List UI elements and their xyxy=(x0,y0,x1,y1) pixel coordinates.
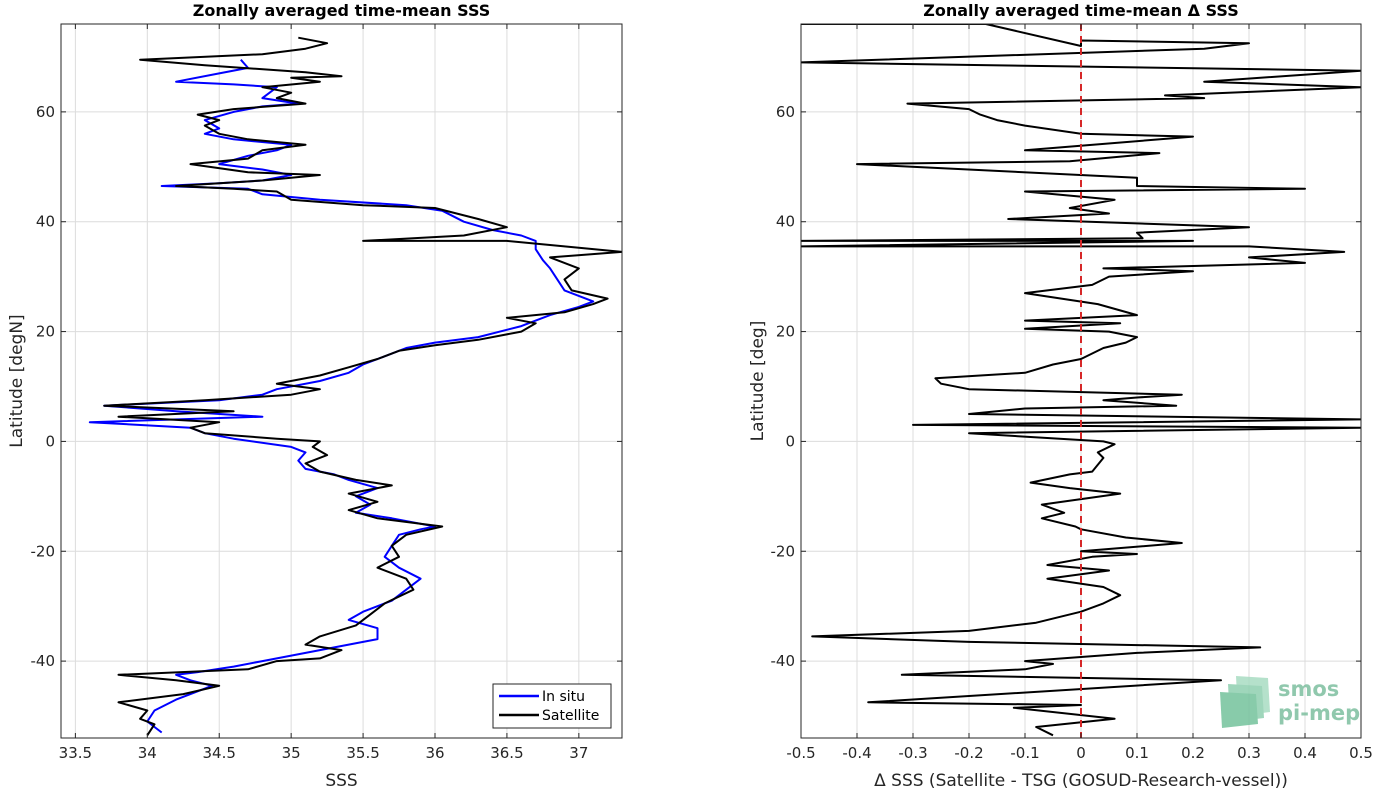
legend-box xyxy=(492,683,612,729)
y-tick-label: 20 xyxy=(36,323,55,341)
series-line-in-situ xyxy=(88,59,595,734)
chart-title: Zonally averaged time-mean Δ SSS xyxy=(923,1,1239,20)
y-axis-label: Latitude [deg] xyxy=(748,321,768,442)
x-tick-label: 37 xyxy=(569,744,588,762)
x-tick-label: -0.1 xyxy=(1010,744,1039,762)
y-tick-label: 60 xyxy=(776,103,795,121)
x-tick-label: 35.5 xyxy=(346,744,379,762)
legend-insitu-label: In situ xyxy=(542,689,585,705)
y-tick-label: 0 xyxy=(45,432,55,450)
logo-text-pi-mep: pi-mep xyxy=(1278,701,1360,725)
legend: In situ Satellite xyxy=(492,683,612,729)
x-tick-label: 0 xyxy=(1076,744,1086,762)
x-tick-label: 34.5 xyxy=(203,744,236,762)
y-axis-label: Latitude [degN] xyxy=(7,314,27,447)
x-tick-label: -0.3 xyxy=(898,744,927,762)
series-line-delta xyxy=(801,24,1361,737)
x-tick-label: 0.1 xyxy=(1125,744,1149,762)
y-tick-label: -20 xyxy=(771,542,796,560)
y-tick-label: 20 xyxy=(776,323,795,341)
smos-pi-mep-logo: smos pi-mep xyxy=(1220,676,1360,728)
x-tick-label: 35 xyxy=(282,744,301,762)
y-tick-label: 60 xyxy=(36,103,55,121)
y-tick-label: 40 xyxy=(776,213,795,231)
data-layer xyxy=(88,36,622,736)
x-tick-label: 36.5 xyxy=(490,744,523,762)
y-tick-label: 40 xyxy=(36,213,55,231)
plot-area xyxy=(61,24,622,738)
x-axis-label: SSS xyxy=(325,771,357,790)
y-tick-label: -20 xyxy=(31,542,56,560)
y-tick-label: 0 xyxy=(785,432,795,450)
x-tick-label: 33.5 xyxy=(59,744,92,762)
x-tick-label: -0.4 xyxy=(842,744,871,762)
x-tick-label: 0.3 xyxy=(1237,744,1261,762)
axes-box xyxy=(60,23,623,739)
logo-mark-front xyxy=(1220,692,1258,728)
y-tick-label: -40 xyxy=(31,652,56,670)
chart-title: Zonally averaged time-mean SSS xyxy=(193,1,491,20)
x-axis-label: Δ SSS (Satellite - TSG (GOSUD-Research-v… xyxy=(874,771,1288,790)
legend-satellite-label: Satellite xyxy=(542,708,599,724)
x-tick-label: 0.2 xyxy=(1181,744,1205,762)
data-layer xyxy=(801,24,1361,738)
x-tick-label: 36 xyxy=(425,744,444,762)
x-tick-label: 0.5 xyxy=(1349,744,1373,762)
delta-sss-panel: -0.5 -0.4 -0.3 -0.2 -0.1 0 0.1 0.2 0.3 0.4 0.5 -40 -… xyxy=(748,1,1373,790)
x-tick-label: 34 xyxy=(138,744,157,762)
y-tick-label: -40 xyxy=(771,652,796,670)
x-tick-label: 0.4 xyxy=(1293,744,1317,762)
series-line-satellite xyxy=(103,36,622,736)
logo-text-smos: smos xyxy=(1278,677,1339,701)
x-tick-label: -0.5 xyxy=(786,744,815,762)
sss-panel: 33.5 34 34.5 35 35.5 36 36.5 37 -40 -20 0 20 40 60 Zon… xyxy=(7,1,623,790)
x-tick-label: -0.2 xyxy=(954,744,983,762)
